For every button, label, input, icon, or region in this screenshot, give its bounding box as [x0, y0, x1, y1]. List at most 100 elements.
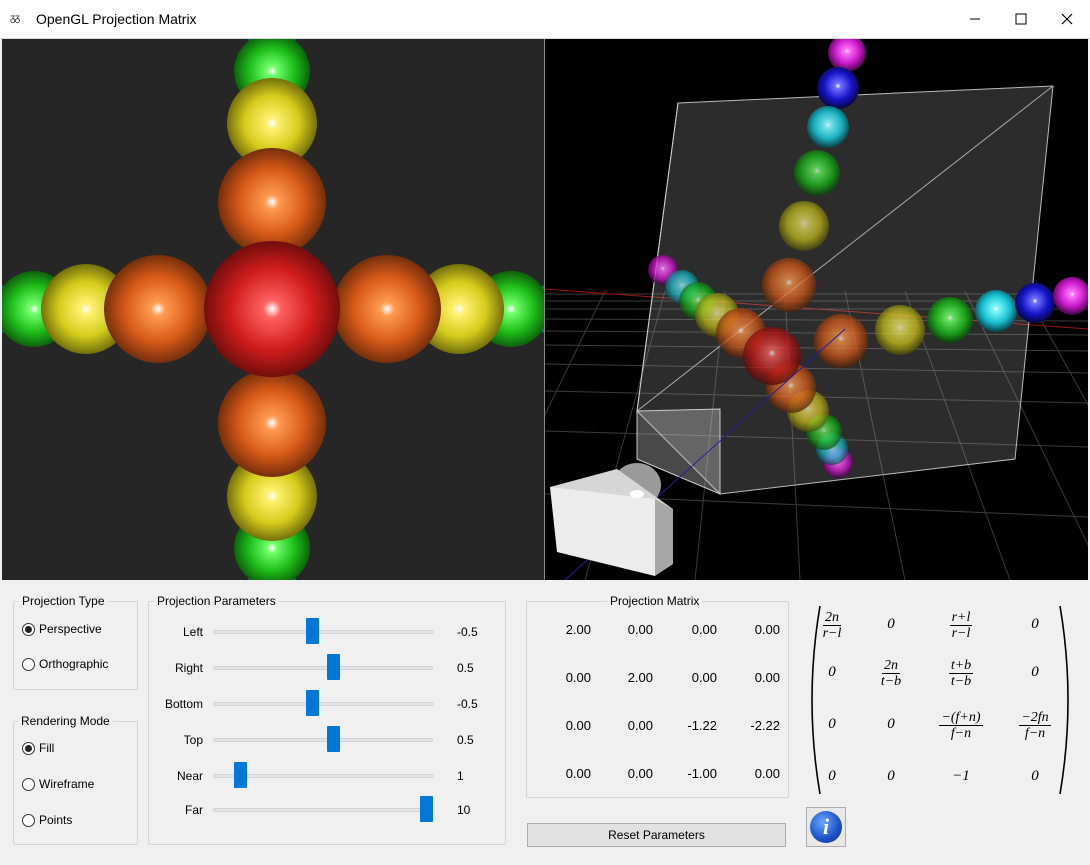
formula-numerator: −(f+n) [939, 710, 983, 726]
projection-parameters-title: Projection Parameters [154, 594, 279, 608]
radio-fill[interactable]: Fill [22, 739, 54, 757]
projection-parameters-group: Projection Parameters Left -0.5 Right 0.5 Bo… [148, 594, 506, 845]
sphere-orange [104, 255, 212, 363]
formula-fraction: 2n t−b [879, 658, 903, 689]
radio-label: Perspective [39, 622, 102, 636]
projection-matrix-group: Projection Matrix 2.00 0.00 0.00 0.00 0.00 2.… [526, 594, 789, 798]
radio-label: Points [39, 813, 73, 827]
formula-cell: −1 [921, 768, 1001, 785]
matrix-cell: 0.00 [754, 670, 780, 685]
formula-fraction: −(f+n) f−n [939, 710, 983, 741]
radio-button-icon[interactable] [22, 777, 35, 791]
slider-handle-top[interactable] [326, 726, 340, 752]
radio-wireframe[interactable]: Wireframe [22, 775, 94, 793]
info-button[interactable]: i [806, 807, 846, 847]
app-icon: ᵹᵹ [10, 13, 20, 24]
close-button[interactable] [1044, 0, 1090, 38]
formula-term: 0 [1031, 616, 1039, 632]
formula-term: 0 [828, 768, 836, 784]
matrix-cell: 0.00 [691, 670, 717, 685]
scene-view-viewport[interactable] [545, 39, 1088, 580]
formula-cell: 0 [792, 716, 872, 733]
radio-perspective[interactable]: Perspective [22, 620, 102, 638]
matrix-cell: -1.22 [687, 718, 717, 733]
radio-orthographic[interactable]: Orthographic [22, 655, 108, 673]
scene-view-render [545, 39, 1088, 580]
slider-handle-bottom[interactable] [306, 690, 320, 716]
slider-bottom[interactable] [213, 702, 433, 706]
slider-handle-far[interactable] [420, 796, 433, 822]
formula-term: 0 [828, 716, 836, 732]
param-label-far: Far [185, 803, 203, 817]
sphere-cyan [807, 106, 849, 148]
formula-numerator: r+l [949, 610, 973, 626]
slider-handle-right[interactable] [326, 654, 340, 680]
matrix-cell: 0.00 [565, 718, 591, 733]
projection-type-group: Projection Type Perspective Orthographic [13, 594, 138, 690]
formula-denominator: r−l [822, 626, 842, 641]
sphere-orange [218, 148, 326, 256]
formula-term: 0 [1031, 664, 1039, 680]
slider-handle-near[interactable] [233, 762, 247, 788]
param-label-near: Near [176, 769, 203, 783]
matrix-cell: 2.00 [627, 670, 653, 685]
projection-matrix-title: Projection Matrix [607, 594, 703, 608]
formula-cell: 2n r−l [792, 609, 872, 641]
formula-term: 0 [887, 716, 895, 732]
param-value-left: -0.5 [457, 625, 478, 639]
formula-cell: r+l r−l [921, 609, 1001, 641]
radio-points[interactable]: Points [22, 811, 72, 829]
radio-button-icon[interactable] [22, 741, 35, 755]
matrix-cell: 0.00 [754, 766, 780, 781]
matrix-cell: 0.00 [691, 622, 717, 637]
camera-model [550, 463, 673, 576]
matrix-cell: 0.00 [627, 622, 653, 637]
formula-cell: −2fn f−n [995, 709, 1075, 741]
camera-view-viewport[interactable] [2, 39, 544, 580]
slider-near[interactable] [213, 774, 433, 778]
maximize-button[interactable] [998, 0, 1044, 38]
sphere-red [743, 327, 801, 385]
slider-left[interactable] [213, 630, 433, 634]
reset-parameters-button[interactable]: Reset Parameters [527, 823, 786, 847]
formula-cell: 0 [995, 664, 1075, 681]
formula-numerator: 2n [882, 658, 900, 674]
formula-cell: 0 [792, 768, 872, 785]
formula-cell: 0 [995, 768, 1075, 785]
formula-term: 0 [887, 768, 895, 784]
formula-fraction: r+l r−l [949, 610, 973, 641]
slider-top[interactable] [213, 738, 433, 742]
sphere-blue [1015, 283, 1055, 323]
minimize-button[interactable] [952, 0, 998, 38]
param-value-bottom: -0.5 [457, 697, 478, 711]
param-value-near: 1 [457, 769, 464, 783]
radio-button-icon[interactable] [22, 622, 35, 636]
radio-label: Orthographic [39, 657, 109, 671]
param-value-right: 0.5 [457, 661, 474, 675]
formula-numerator: t+b [948, 658, 974, 674]
close-icon [1061, 13, 1073, 25]
radio-button-icon[interactable] [22, 813, 35, 827]
formula-brackets [811, 605, 1069, 795]
minimize-icon [970, 18, 980, 20]
slider-handle-left[interactable] [306, 618, 320, 644]
formula-fraction: 2n r−l [821, 610, 844, 641]
sphere-magenta [828, 39, 866, 72]
window-title: OpenGL Projection Matrix [36, 11, 197, 27]
matrix-cell: 0.00 [627, 766, 653, 781]
sphere-yellow [227, 451, 317, 541]
sphere-orange [218, 369, 326, 477]
param-label-top: Top [183, 733, 203, 747]
param-label-bottom: Bottom [164, 697, 203, 711]
formula-cell: 0 [792, 664, 872, 681]
sphere-blue [817, 67, 859, 109]
camera-view-render [2, 39, 544, 580]
radio-label: Fill [39, 741, 55, 755]
projection-formula: 2n r−l 0 r+l r−l 0 0 2n t−b t+b t−b 0 0 0 −(f+n) f−n −2f… [806, 604, 1074, 796]
frustum-edge [636, 85, 1054, 412]
sphere-yellow [779, 201, 829, 251]
slider-right[interactable] [213, 666, 433, 670]
radio-button-icon[interactable] [22, 657, 35, 671]
slider-far[interactable] [213, 808, 433, 812]
matrix-cell: -2.22 [750, 718, 780, 733]
